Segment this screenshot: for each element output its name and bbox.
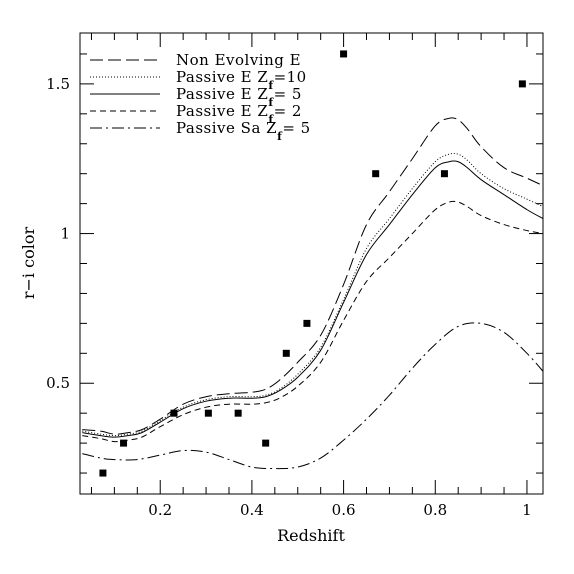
data-point (282, 349, 290, 357)
data-point (518, 80, 526, 88)
data-point (262, 439, 270, 447)
y-tick-label: 0.5 (46, 374, 70, 392)
data-point (440, 170, 448, 178)
x-tick-label: 0.6 (332, 501, 356, 519)
y-tick-label: 1 (60, 225, 70, 243)
series-line-3 (82, 160, 544, 438)
series-line-2 (82, 152, 544, 437)
data-point (170, 409, 178, 417)
axis-ticks: 0.2 0.4 0.6 0.8 1 0.5 1 1.5 (46, 33, 543, 519)
data-point (372, 170, 380, 178)
y-axis-label: r−i color (19, 227, 38, 300)
series-lines (82, 117, 544, 470)
y-tick-label: 1.5 (46, 75, 70, 93)
data-point (340, 50, 348, 58)
data-point (303, 319, 311, 327)
legend-label-1: Non Evolving E (176, 51, 301, 69)
data-points (99, 50, 526, 477)
data-point (120, 439, 128, 447)
x-tick-label: 1 (522, 501, 532, 519)
x-tick-label: 0.2 (148, 501, 172, 519)
series-line-5 (82, 322, 544, 470)
legend-label-5: Passive Sa Zf= 5 (176, 119, 311, 143)
series-line-4 (82, 200, 544, 443)
data-point (204, 409, 212, 417)
x-tick-label: 0.8 (423, 501, 447, 519)
plot-frame (79, 32, 544, 495)
x-axis-label: Redshift (277, 526, 345, 545)
data-point (234, 409, 242, 417)
series-line-1 (82, 117, 544, 435)
legend-label-2: Passive E Zf=10 (176, 68, 307, 92)
data-point (99, 469, 107, 477)
x-tick-label: 0.4 (240, 501, 264, 519)
